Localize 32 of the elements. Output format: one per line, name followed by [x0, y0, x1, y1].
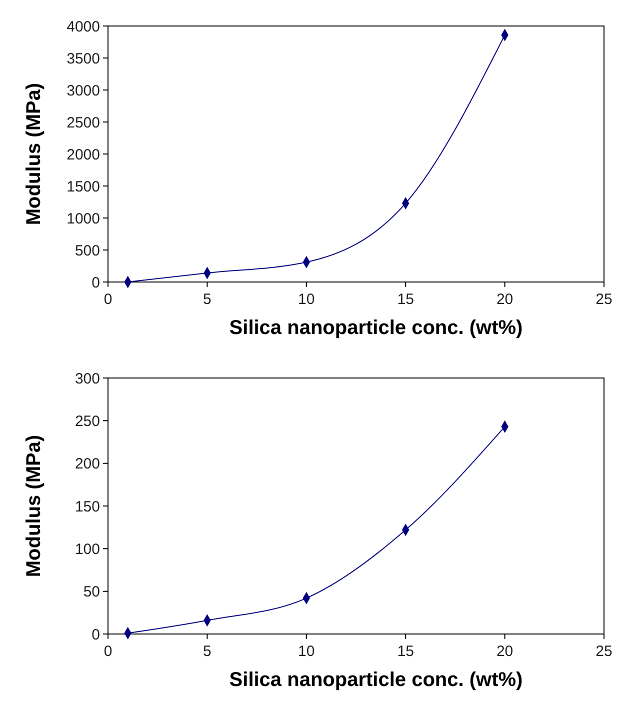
x-tick-label: 20: [496, 291, 514, 308]
x-tick-label: 10: [298, 291, 315, 308]
y-tick-label: 500: [74, 242, 100, 260]
x-tick-label: 10: [298, 643, 315, 660]
y-tick-label: 3500: [66, 50, 100, 68]
x-tick-label: 5: [203, 291, 212, 308]
x-tick-label: 25: [596, 291, 612, 308]
y-tick-label: 1500: [66, 178, 100, 196]
y-tick-label: 50: [83, 584, 100, 601]
x-tick-label: 5: [203, 643, 212, 660]
y-tick-label: 300: [74, 370, 100, 388]
y-tick-label: 2000: [66, 146, 100, 164]
y-tick-label: 1000: [66, 210, 100, 228]
x-tick-label: 25: [596, 643, 612, 660]
y-axis-title: Modulus (MPa): [23, 434, 45, 578]
x-tick-label: 0: [104, 291, 112, 308]
x-tick-label: 0: [104, 643, 112, 660]
y-tick-label: 200: [74, 456, 100, 473]
x-tick-label: 15: [397, 643, 414, 660]
x-tick-label: 15: [397, 291, 414, 308]
x-axis-title: Silica nanoparticle conc. (wt%): [229, 317, 523, 339]
y-tick-label: 2500: [66, 114, 100, 132]
y-tick-label: 100: [74, 540, 100, 558]
y-tick-label: 4000: [66, 18, 100, 36]
y-tick-label: 250: [74, 412, 100, 430]
x-tick-label: 20: [496, 643, 514, 660]
y-tick-label: 150: [74, 498, 100, 516]
y-axis-title: Modulus (MPa): [23, 82, 45, 226]
y-tick-label: 0: [92, 626, 100, 644]
x-axis-title: Silica nanoparticle conc. (wt%): [229, 669, 523, 691]
y-tick-label: 3000: [66, 82, 100, 100]
y-tick-label: 0: [92, 274, 100, 292]
